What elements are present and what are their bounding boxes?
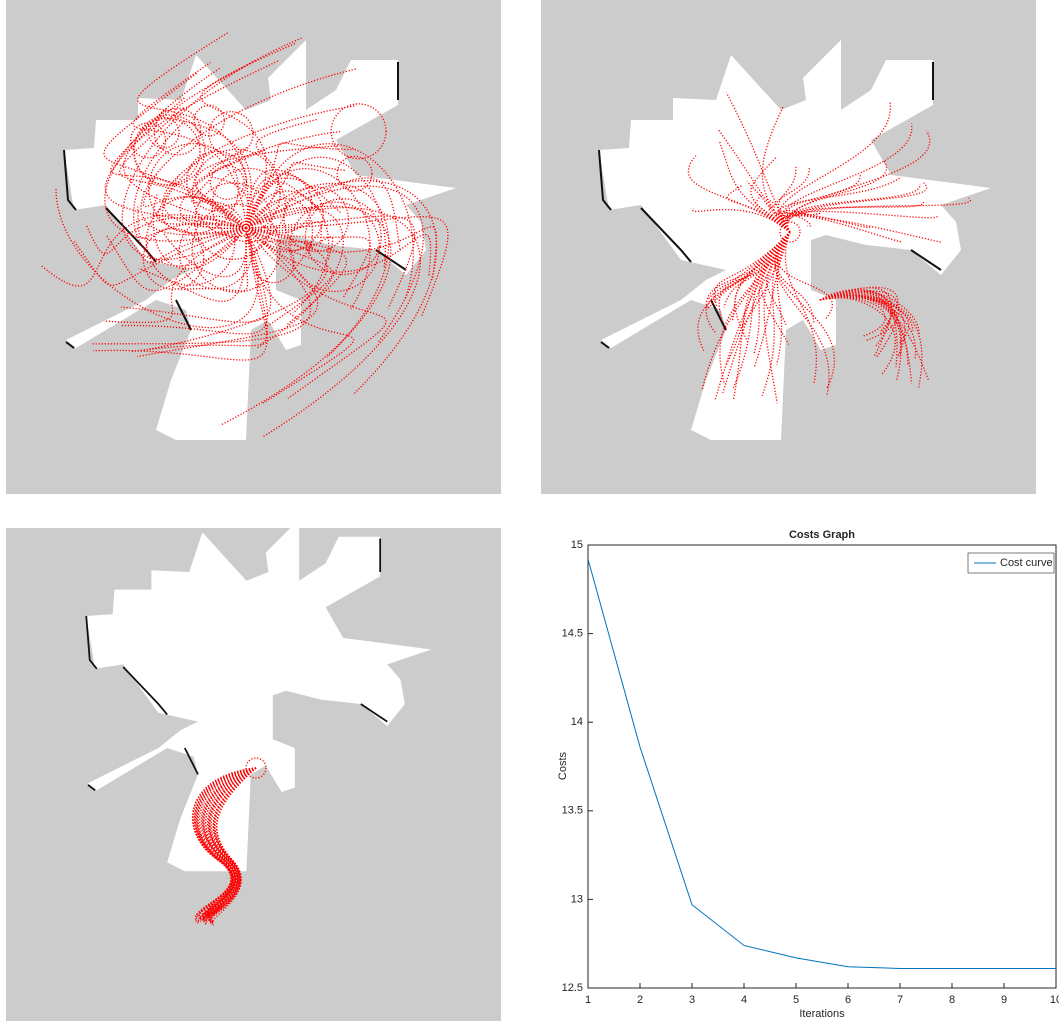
x-tick-label: 7 xyxy=(897,994,903,1006)
x-tick-label: 1 xyxy=(585,994,591,1006)
y-tick-label: 13.5 xyxy=(562,805,583,817)
y-tick-label: 13 xyxy=(571,893,583,905)
x-tick-label: 4 xyxy=(741,994,747,1006)
figure: Costs Graph Iterations Costs 12.51313.51… xyxy=(0,0,1059,1021)
map-panel xyxy=(6,519,501,1021)
x-tick-label: 3 xyxy=(689,994,695,1006)
y-axis-label: Costs xyxy=(557,751,569,780)
chart-title: Costs Graph xyxy=(789,529,855,541)
legend-label: Cost curve xyxy=(1000,557,1053,569)
plot-area xyxy=(588,545,1056,988)
x-tick-label: 6 xyxy=(845,994,851,1006)
y-tick-label: 15 xyxy=(571,539,583,551)
x-tick-label: 10 xyxy=(1050,994,1059,1006)
map-panel xyxy=(6,0,501,494)
x-tick-label: 5 xyxy=(793,994,799,1006)
x-tick-label: 9 xyxy=(1001,994,1007,1006)
line-chart: Costs Graph Iterations Costs 12.51313.51… xyxy=(557,529,1059,1020)
x-axis-label: Iterations xyxy=(799,1008,845,1020)
x-tick-label: 8 xyxy=(949,994,955,1006)
x-tick-label: 2 xyxy=(637,994,643,1006)
map-panel xyxy=(541,0,1036,494)
y-tick-label: 14 xyxy=(571,716,583,728)
y-tick-label: 14.5 xyxy=(562,628,583,640)
y-tick-label: 12.5 xyxy=(562,982,583,994)
